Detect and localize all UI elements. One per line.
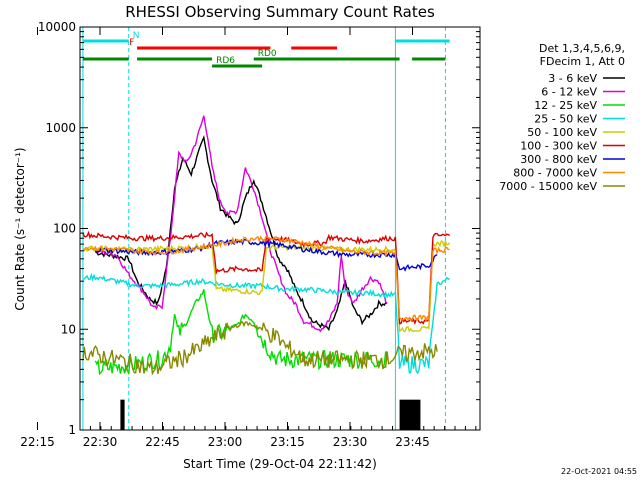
series-line-2	[94, 289, 388, 376]
series-line-3	[82, 272, 450, 375]
x-tick-label-6: 23:45	[395, 435, 430, 449]
legend-label-8: 7000 - 15000 keV	[499, 180, 597, 193]
y-axis-label: Count Rate (s⁻¹ detector⁻¹)	[13, 147, 27, 310]
series-line-1	[94, 115, 388, 333]
legend: Det 1,3,4,5,6,9, FDecim 1, Att 0 3 - 6 k…	[499, 42, 625, 193]
footer-date: 22-Oct-2021 04:55	[561, 467, 637, 476]
series-line-8	[82, 320, 438, 376]
x-axis-label: Start Time (29-Oct-04 22:11:42)	[183, 457, 377, 471]
x-tick-label-2: 22:45	[145, 435, 180, 449]
x-tick-label-0: 22:15	[20, 435, 55, 449]
y-tick-label-1: 10	[61, 322, 76, 336]
x-tick-label-1: 22:30	[83, 435, 118, 449]
y-tick-label-4: 10000	[38, 20, 76, 34]
chart-title: RHESSI Observing Summary Count Rates	[125, 3, 435, 21]
legend-label-0: 3 - 6 keV	[548, 72, 597, 85]
x-tick-label-3: 23:00	[208, 435, 243, 449]
legend-label-1: 6 - 12 keV	[541, 86, 597, 99]
legend-label-5: 100 - 300 keV	[520, 140, 597, 153]
legend-label-4: 50 - 100 keV	[527, 126, 597, 139]
x-tick-label-4: 23:15	[270, 435, 305, 449]
x-tick-label-5: 23:30	[333, 435, 368, 449]
legend-label-6: 300 - 800 keV	[520, 153, 597, 166]
annotation-label-RD6: RD6	[216, 56, 235, 66]
annotation-label-RD0: RD0	[258, 49, 277, 59]
legend-header-2: FDecim 1, Att 0	[540, 55, 625, 68]
legend-label-7: 800 - 7000 keV	[513, 167, 597, 180]
series-line-7	[82, 234, 450, 323]
y-tick-label-3: 1000	[45, 121, 76, 135]
legend-label-2: 12 - 25 keV	[534, 99, 597, 112]
series-line-4	[82, 239, 451, 333]
burst-0-1	[399, 399, 421, 430]
legend-label-3: 25 - 50 keV	[534, 113, 597, 126]
plot-area: NF RD0 RD6	[82, 27, 451, 430]
y-tick-label-0: 1	[68, 423, 76, 437]
y-tick-label-2: 100	[53, 222, 76, 236]
annotation-label-F: F	[129, 38, 134, 48]
annotation-label-N: N	[133, 31, 140, 41]
legend-header-1: Det 1,3,4,5,6,9,	[539, 42, 625, 55]
burst-0-0	[120, 399, 125, 430]
series-line-5	[82, 230, 451, 325]
series-line-6	[94, 238, 438, 272]
series-line-0	[95, 134, 388, 332]
